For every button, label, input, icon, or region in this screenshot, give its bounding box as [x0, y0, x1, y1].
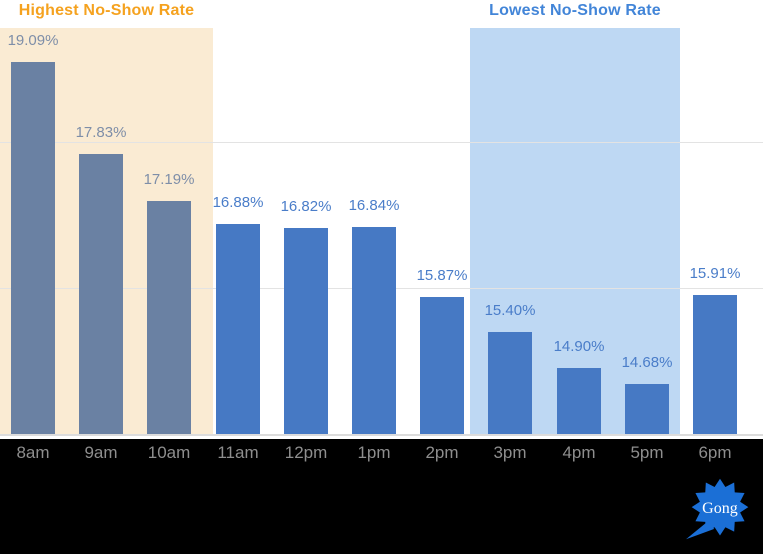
- x-tick-6pm: 6pm: [698, 443, 732, 462]
- x-tick-5pm: 5pm: [630, 443, 664, 462]
- footer-bar: 8am 9am 10am 11am 12pm 1pm 2pm 3pm 4pm 5pm 6pm Gon…: [0, 439, 763, 554]
- bar-2pm: [420, 297, 464, 434]
- x-tick-12pm: 12pm: [284, 443, 328, 462]
- bar-12pm: [284, 228, 328, 434]
- x-tick-10am: 10am: [147, 443, 191, 462]
- bar-9am: [79, 154, 123, 434]
- bar-1pm: [352, 227, 396, 434]
- gong-logo-text: Gong: [702, 500, 738, 517]
- gong-logo-badge: Gong: [686, 478, 749, 540]
- bar-value-label-12pm: 16.82%: [280, 198, 332, 215]
- bar-value-label-4pm: 14.90%: [553, 338, 605, 355]
- x-tick-3pm: 3pm: [493, 443, 527, 462]
- bar-value-label-9am: 17.83%: [75, 124, 127, 141]
- x-tick-1pm: 1pm: [357, 443, 391, 462]
- bar-value-label-1pm: 16.84%: [348, 197, 400, 214]
- bar-value-label-10am: 17.19%: [143, 171, 195, 188]
- x-tick-11am: 11am: [217, 443, 259, 462]
- bar-3pm: [488, 332, 532, 434]
- bar-value-label-3pm: 15.40%: [484, 302, 536, 319]
- gridline-18pct: [0, 142, 763, 143]
- gong-badge-starburst-shape: [691, 478, 749, 536]
- plot-area: Highest No-Show Rate Lowest No-Show Rate…: [0, 2, 763, 436]
- bar-8am: [11, 62, 55, 434]
- x-tick-2pm: 2pm: [425, 443, 459, 462]
- x-tick-4pm: 4pm: [562, 443, 596, 462]
- bar-value-label-8am: 19.09%: [7, 32, 59, 49]
- x-tick-8am: 8am: [16, 443, 50, 462]
- annotation-title-highest: Highest No-Show Rate: [18, 2, 195, 19]
- annotation-title-lowest: Lowest No-Show Rate: [489, 2, 661, 19]
- bar-value-label-6pm: 15.91%: [689, 265, 741, 282]
- bar-value-label-11am: 16.88%: [212, 194, 264, 211]
- bar-10am: [147, 201, 191, 434]
- bar-11am: [216, 224, 260, 434]
- x-axis-line: [0, 434, 763, 436]
- x-tick-9am: 9am: [84, 443, 118, 462]
- bar-6pm: [693, 295, 737, 434]
- bar-value-label-2pm: 15.87%: [416, 267, 468, 284]
- bar-5pm: [625, 384, 669, 434]
- bar-4pm: [557, 368, 601, 434]
- bar-value-label-5pm: 14.68%: [621, 354, 673, 371]
